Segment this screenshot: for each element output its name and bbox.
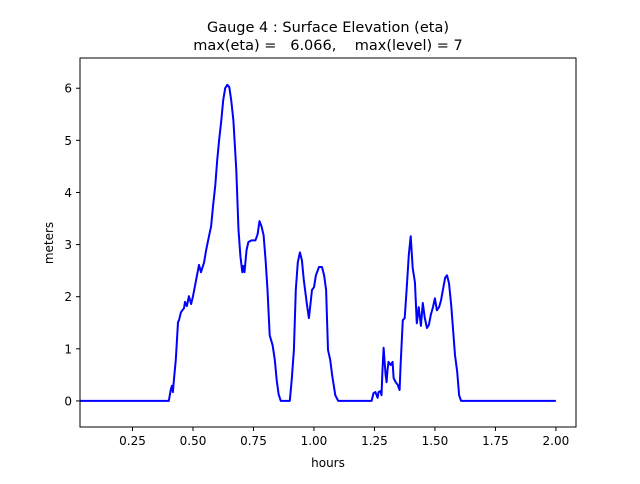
x-tick-label: 0.50 <box>180 434 207 448</box>
x-tick-label: 0.25 <box>119 434 146 448</box>
axes-frame <box>79 57 577 428</box>
y-tick-label: 5 <box>64 134 72 148</box>
x-tick-label: 1.00 <box>301 434 328 448</box>
y-tick-label: 0 <box>64 394 72 408</box>
series-line-eta <box>80 83 556 402</box>
chart-title-line1: Gauge 4 : Surface Elevation (eta) <box>207 20 449 36</box>
y-axis: 0 1 2 3 4 5 6 <box>64 82 80 408</box>
y-tick-label: 1 <box>64 342 72 356</box>
y-tick-label: 6 <box>64 82 72 96</box>
x-tick-label: 1.75 <box>482 434 509 448</box>
x-axis-label: hours <box>311 456 345 470</box>
x-tick-label: 1.50 <box>422 434 449 448</box>
x-tick-label: 1.25 <box>361 434 388 448</box>
y-axis-label: meters <box>42 222 56 264</box>
x-tick-label: 2.00 <box>543 434 570 448</box>
y-tick-label: 2 <box>64 290 72 304</box>
y-tick-label: 4 <box>64 186 72 200</box>
x-tick-label: 0.75 <box>240 434 267 448</box>
chart-title-line2: max(eta) = 6.066, max(level) = 7 <box>193 38 463 54</box>
x-axis: 0.25 0.50 0.75 1.00 1.25 1.50 1.75 2.00 <box>119 427 569 448</box>
plot-area <box>80 83 556 402</box>
y-tick-label: 3 <box>64 238 72 252</box>
